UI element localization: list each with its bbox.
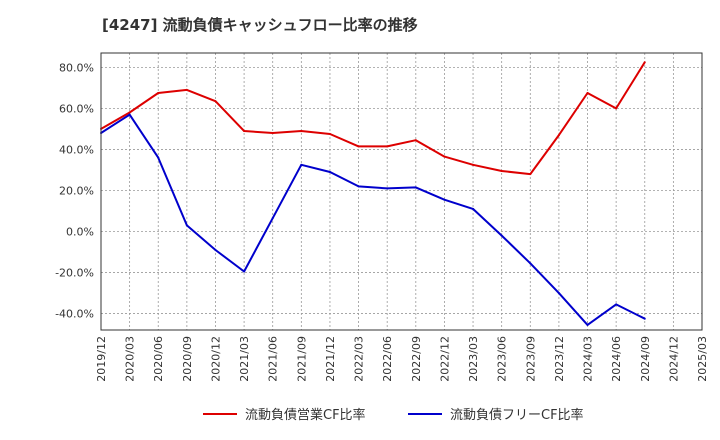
x-tick-label: 2023/09	[524, 336, 537, 382]
y-tick-label: -20.0%	[55, 267, 94, 280]
data-point	[472, 163, 475, 166]
y-tick-label: 60.0%	[59, 102, 94, 115]
legend: 流動負債営業CF比率 流動負債フリーCF比率	[203, 407, 584, 423]
data-point	[500, 234, 503, 237]
data-point	[557, 134, 560, 137]
x-tick-label: 2021/12	[324, 336, 337, 382]
data-point	[271, 132, 274, 135]
y-tick-labels: 80.0% 60.0% 40.0% 20.0% 0.0% -20.0% -40.0%	[55, 61, 94, 320]
data-point	[472, 207, 475, 210]
x-tick-label: 2023/06	[496, 336, 509, 382]
data-point	[586, 92, 589, 95]
series-line-2	[100, 113, 646, 326]
y-tick-label: 20.0%	[59, 184, 94, 197]
x-tick-label: 2020/12	[209, 336, 222, 382]
x-tick-label: 2023/03	[467, 336, 480, 382]
data-point	[414, 139, 417, 142]
data-point	[586, 323, 589, 326]
data-point	[243, 129, 246, 132]
x-tick-label: 2022/12	[438, 336, 451, 382]
data-point	[185, 88, 188, 91]
x-tick-label: 2024/06	[610, 336, 623, 382]
data-point	[214, 248, 217, 251]
series-lines	[100, 61, 646, 326]
x-tick-label: 2019/12	[95, 336, 108, 382]
x-tick-label: 2022/09	[410, 336, 423, 382]
data-point	[443, 198, 446, 201]
data-point	[328, 171, 331, 174]
x-tick-labels: 2019/12 2020/03 2020/06 2020/09 2020/12 2021/…	[95, 336, 709, 382]
data-point	[243, 270, 246, 273]
x-tick-label: 2020/09	[181, 336, 194, 382]
x-tick-label: 2022/03	[353, 336, 366, 382]
data-point	[529, 173, 532, 176]
chart-title: [4247] 流動負債キャッシュフロー比率の推移	[102, 16, 418, 34]
data-point	[529, 262, 532, 265]
x-tick-label: 2022/06	[381, 336, 394, 382]
x-tick-label: 2024/12	[667, 336, 680, 382]
data-point	[643, 61, 646, 64]
data-point	[615, 107, 618, 110]
legend-label: 流動負債フリーCF比率	[450, 407, 584, 423]
data-point	[128, 113, 131, 116]
data-point	[500, 169, 503, 172]
data-point	[185, 224, 188, 227]
x-tick-label: 2025/03	[696, 336, 709, 382]
data-point	[157, 92, 160, 95]
y-tick-label: 80.0%	[59, 61, 94, 74]
data-point	[300, 163, 303, 166]
data-point	[300, 129, 303, 132]
x-tick-label: 2023/12	[553, 336, 566, 382]
plot-frame	[100, 52, 703, 331]
x-tick-label: 2021/06	[267, 336, 280, 382]
grid-lines	[100, 53, 703, 330]
data-point	[328, 133, 331, 136]
y-tick-label: 40.0%	[59, 143, 94, 156]
x-tick-label: 2021/03	[238, 336, 251, 382]
legend-label: 流動負債営業CF比率	[245, 407, 366, 423]
data-point	[128, 111, 131, 114]
data-point	[214, 100, 217, 103]
data-point	[443, 155, 446, 158]
x-tick-label: 2024/09	[639, 336, 652, 382]
y-tick-label: 0.0%	[66, 226, 94, 239]
x-tick-label: 2020/06	[152, 336, 165, 382]
data-point	[615, 303, 618, 306]
data-point	[386, 145, 389, 148]
data-point	[271, 217, 274, 220]
x-tick-label: 2021/09	[295, 336, 308, 382]
x-tick-label: 2024/03	[582, 336, 595, 382]
x-tick-label: 2020/03	[124, 336, 137, 382]
data-point	[557, 292, 560, 295]
data-point	[357, 145, 360, 148]
y-tick-label: -40.0%	[55, 308, 94, 321]
data-point	[357, 185, 360, 188]
series-line-1	[100, 61, 646, 176]
data-point	[386, 187, 389, 190]
data-point	[414, 186, 417, 189]
data-point	[157, 156, 160, 159]
data-point	[643, 317, 646, 320]
